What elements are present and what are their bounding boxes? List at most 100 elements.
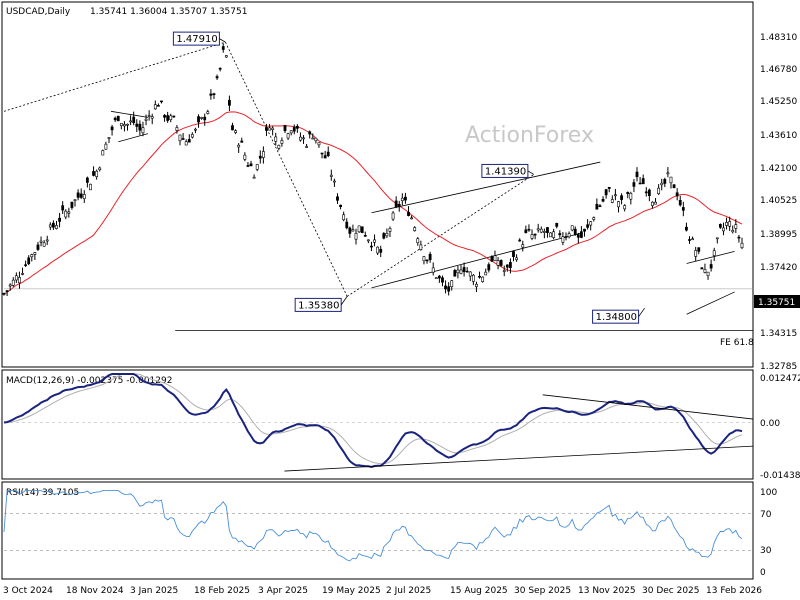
candle-body [462,267,466,272]
candle-body [718,224,722,228]
candle-body [382,233,386,239]
macd-y-tick: -0.014389 [760,471,800,481]
macd-trend-line [284,445,754,472]
candle-body [228,99,231,106]
price-annotation-label: 1.41390 [485,166,526,177]
candle-body [271,127,275,130]
triangle-lower-line [118,133,149,143]
candle-body [580,231,583,238]
candle-body [558,233,562,236]
candle-body [292,127,296,132]
candle-body [113,117,117,121]
price-annotation-label: 1.35380 [298,300,339,311]
triangle-upper-line [110,110,148,118]
candle-body [709,264,713,269]
candle-body [345,221,349,229]
candle-body [536,228,540,231]
candle-body [246,165,250,167]
candle-body [360,226,364,234]
candle-body [725,221,728,226]
candle-body [252,176,256,179]
candle-body [299,136,302,141]
candle-body [672,184,676,189]
candle-body [314,137,318,142]
candle-body [277,144,281,149]
candle-body [564,236,568,238]
candle-body [675,192,679,197]
price-y-tick: 1.45250 [760,97,797,107]
candle-body [274,136,278,142]
candle-body [379,248,383,253]
trend-lines [3,41,753,331]
price-annotation-leader [638,307,645,317]
candle-body [697,247,701,252]
candle-body [336,196,339,201]
price-y-tick: 1.46780 [760,65,797,75]
candles [2,43,744,297]
candle-body [73,199,77,202]
candle-body [515,257,518,261]
rsi-y-tick: 30 [760,546,772,556]
candle-body [33,252,37,255]
candle-body [431,267,435,273]
candle-body [456,269,460,274]
candle-body [237,144,241,148]
candle-body [450,280,454,287]
candle-body [644,191,648,194]
x-tick: 18 Nov 2024 [66,586,124,596]
candle-body [657,187,661,194]
candle-body [601,198,605,202]
candle-body [11,279,15,286]
candle-body [178,134,182,142]
candle-body [92,171,95,176]
candle-body [18,276,21,284]
candle-body [348,227,352,234]
candle-body [434,277,438,279]
candle-body [641,178,645,185]
candle-body [413,227,417,231]
candle-body [453,270,457,277]
candle-body [265,127,268,131]
candle-body [163,115,166,118]
candle-body [351,229,355,232]
candle-body [329,174,333,177]
candle-body [373,239,376,243]
x-tick: 2 Jul 2025 [386,586,431,596]
candle-body [715,237,719,240]
x-tick: 3 Apr 2025 [258,586,308,596]
candle-body [626,192,630,194]
candle-body [635,171,639,178]
candle-body [215,76,219,79]
candle-body [722,227,725,232]
candle-body [190,134,194,138]
ohlc-label: 1.35741 1.36004 1.35707 1.35751 [90,7,247,17]
candle-body [441,277,444,283]
candle-body [542,231,546,233]
candle-body [76,192,80,198]
candle-body [48,224,52,228]
candle-body [224,55,228,58]
macd-panel-frame [1,369,754,480]
price-y-tick: 1.34315 [760,329,797,339]
candle-body [481,276,485,282]
candle-body [61,205,65,211]
candle-body [138,123,142,131]
candle-body [339,204,342,207]
candle-body [416,238,420,244]
candle-body [129,120,133,123]
candle-body [623,205,627,210]
candle-body [98,167,102,171]
candle-body [518,239,522,242]
candle-body [610,199,614,203]
candle-body [169,115,173,121]
candle-body [302,137,305,140]
candle-body [172,115,176,118]
candle-body [354,232,358,240]
candle-body [141,127,145,134]
candle-body [218,67,222,70]
price-panel-frame [1,1,754,368]
candle-body [289,130,293,134]
candle-body [255,164,259,170]
candle-body [576,234,580,238]
